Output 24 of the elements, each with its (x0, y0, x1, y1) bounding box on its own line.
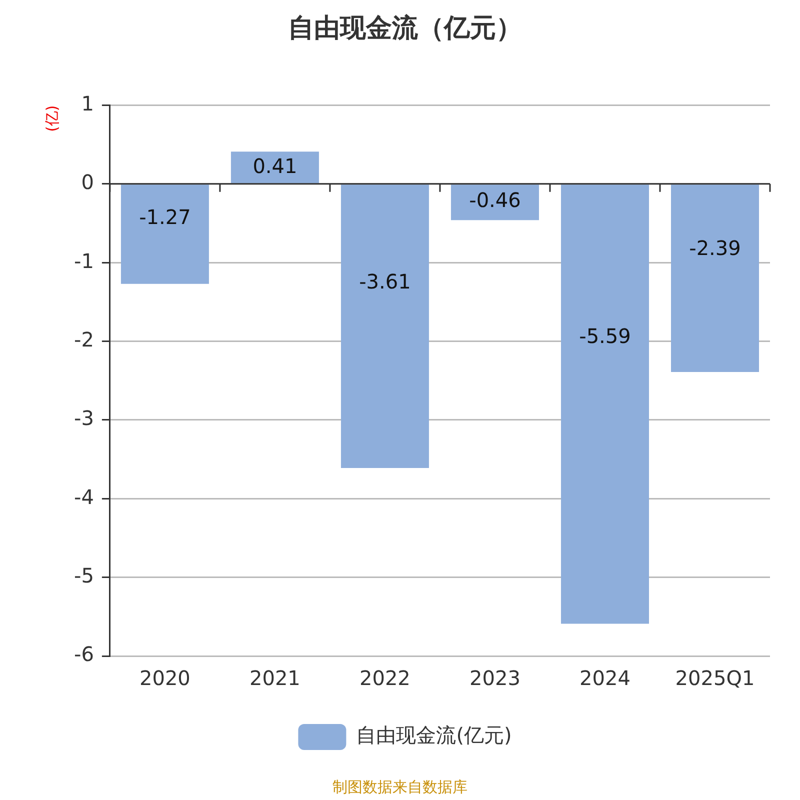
x-tick-label: 2025Q1 (675, 666, 755, 690)
y-tick-label: -3 (74, 406, 94, 430)
y-tick-label: -5 (74, 564, 94, 588)
y-tick-label: 0 (81, 170, 94, 194)
data-label: -2.39 (689, 236, 741, 260)
y-tick-label: 1 (81, 91, 94, 116)
x-tick-label: 2021 (250, 666, 300, 690)
x-tick-label: 2022 (360, 666, 410, 690)
y-axis-title: (亿) (42, 105, 61, 132)
x-tick-label: 2024 (580, 666, 630, 690)
data-label: -3.61 (359, 270, 411, 294)
x-tick-label: 2020 (139, 666, 190, 690)
legend-label: 自由现金流(亿元) (356, 723, 512, 748)
y-tick-label: -2 (74, 327, 94, 352)
text: 制图数据来自数据库 (332, 778, 468, 797)
x-tick-label: 2023 (470, 666, 520, 690)
y-tick-label: -1 (74, 248, 94, 273)
data-label: -5.59 (579, 324, 631, 348)
data-label: 0.41 (252, 154, 298, 178)
y-tick-label: -4 (74, 484, 94, 509)
data-label: -1.27 (139, 205, 191, 230)
data-label: -0.46 (469, 188, 521, 212)
y-tick-label: -6 (74, 642, 94, 666)
chart-title: 自由现金流（亿元） (288, 13, 522, 44)
